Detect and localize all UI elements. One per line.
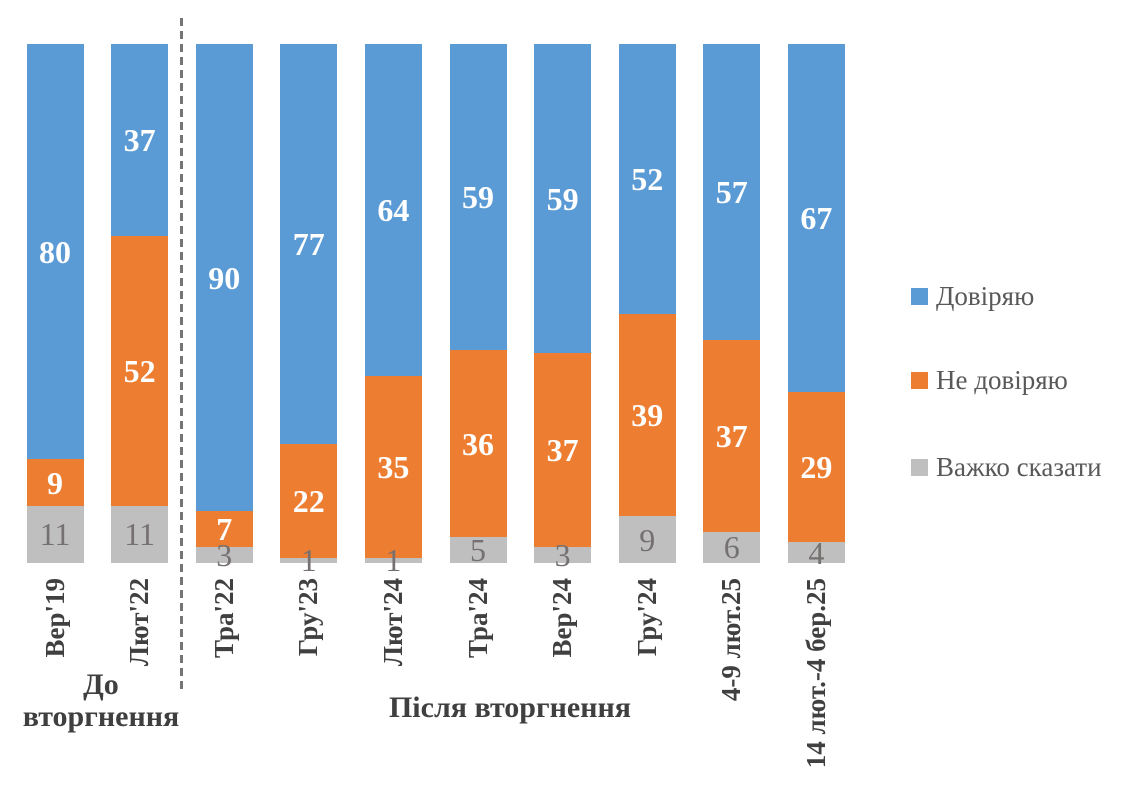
value-label-trust-10: 67 (800, 199, 833, 236)
x-axis-label-9: 4-9 лют.25 (716, 578, 747, 702)
legend-swatch-trust (911, 287, 928, 305)
bar-9-segment-hard-to-say (703, 531, 761, 563)
bar-6-segment-distrust (449, 350, 507, 538)
value-label-trust-2: 37 (123, 122, 156, 158)
value-label-trust-6: 59 (462, 179, 494, 216)
x-axis-label-3: Тра'22 (208, 578, 239, 658)
value-label-hard-to-say-3: 3 (216, 537, 233, 574)
value-label-trust-3: 90 (208, 259, 241, 296)
bar-9-segment-trust (703, 44, 761, 340)
bar-1-segment-distrust (26, 459, 84, 506)
value-label-distrust-6: 36 (462, 425, 494, 462)
value-label-trust-8: 52 (631, 160, 664, 197)
bar-8-segment-distrust (618, 313, 676, 517)
bar-7-segment-trust (534, 44, 592, 354)
group-label-after-invasion: Після вторгнення (388, 691, 632, 724)
legend-label-trust: Довіряю (936, 281, 1035, 311)
legend-item-trust: Довіряю (911, 281, 1035, 311)
x-axis-label-10: 14 лют.-4 бер.25 (800, 578, 831, 769)
bar-10-segment-distrust (787, 391, 845, 543)
value-label-hard-to-say-10: 4 (808, 534, 825, 571)
x-axis-label-2: Лют'22 (124, 578, 155, 667)
legend-swatch-distrust (911, 371, 928, 389)
value-label-distrust-7: 37 (546, 432, 579, 469)
bar-10-segment-trust (787, 44, 845, 392)
bar-3-segment-trust (195, 44, 253, 512)
value-label-trust-7: 59 (546, 180, 579, 217)
value-label-hard-to-say-9: 6 (723, 529, 740, 566)
bar-2-segment-trust (111, 44, 169, 237)
bar-6-segment-trust (449, 44, 507, 351)
value-label-distrust-10: 29 (800, 448, 833, 485)
x-axis-label-7: Вер'24 (547, 578, 578, 658)
x-axis-label-1: Вер'19 (39, 578, 70, 658)
bar-5-segment-hard-to-say (364, 557, 422, 563)
legend-swatch-hard-to-say (911, 458, 928, 476)
legend-item-hard-to-say: Важко сказати (911, 452, 1102, 482)
value-label-trust-5: 64 (377, 192, 410, 229)
value-label-hard-to-say-4: 1 (300, 542, 317, 579)
value-label-hard-to-say-5: 1 (385, 542, 402, 579)
value-label-distrust-3: 7 (216, 511, 233, 548)
bar-5-segment-trust (364, 44, 422, 377)
value-label-distrust-8: 39 (631, 397, 664, 434)
bar-1-segment-hard-to-say (26, 505, 84, 563)
value-label-distrust-5: 35 (377, 448, 410, 485)
bar-2-segment-distrust (111, 236, 169, 506)
bar-8-segment-hard-to-say (618, 516, 676, 563)
value-label-trust-9: 57 (715, 173, 748, 210)
legend-item-distrust: Не довіряю (911, 365, 1068, 395)
bar-4-segment-distrust (280, 443, 338, 558)
value-label-distrust-9: 37 (715, 417, 748, 454)
invasion-divider-dashed-line (180, 18, 183, 693)
legend-label-hard-to-say: Важко сказати (936, 452, 1102, 482)
bar-3-segment-hard-to-say (195, 547, 253, 563)
bar-1-segment-trust (26, 44, 84, 460)
bar-6-segment-hard-to-say (449, 537, 507, 563)
x-axis-label-6: Тра'24 (462, 578, 493, 658)
bar-8-segment-trust (618, 44, 676, 314)
value-label-distrust-1: 9 (47, 464, 63, 501)
bar-7-segment-hard-to-say (534, 547, 592, 563)
bar-2-segment-hard-to-say (111, 505, 169, 563)
value-label-hard-to-say-1: 11 (39, 516, 71, 553)
value-label-distrust-4: 22 (292, 482, 325, 519)
value-label-hard-to-say-2: 11 (124, 516, 155, 553)
legend-label-distrust: Не довіряю (936, 365, 1068, 395)
value-label-distrust-2: 52 (123, 352, 156, 389)
value-label-hard-to-say-7: 3 (554, 537, 571, 574)
bar-4-segment-trust (280, 44, 338, 444)
bar-7-segment-distrust (534, 353, 592, 548)
bar-10-segment-hard-to-say (787, 542, 845, 563)
value-label-hard-to-say-6: 5 (470, 532, 486, 569)
value-label-trust-4: 77 (292, 225, 325, 262)
bar-3-segment-distrust (195, 511, 253, 548)
value-label-hard-to-say-8: 9 (639, 521, 656, 558)
bar-4-segment-hard-to-say (280, 557, 338, 563)
x-axis-label-4: Гру'23 (293, 578, 324, 657)
value-label-trust-1: 80 (39, 233, 71, 270)
x-axis-label-5: Лют'24 (377, 578, 408, 667)
group-label-before-invasion: До вторгнення (22, 668, 180, 733)
x-axis-label-8: Гру'24 (631, 578, 662, 657)
bar-5-segment-distrust (364, 376, 422, 558)
bar-9-segment-distrust (703, 339, 761, 532)
